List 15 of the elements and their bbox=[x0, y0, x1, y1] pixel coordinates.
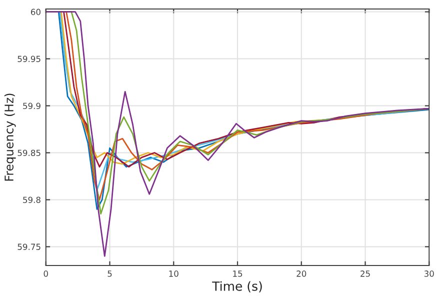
y-tick-label: 59.75 bbox=[18, 244, 40, 250]
y-tick-label: 60 bbox=[31, 8, 40, 16]
y-tick-label: 59.8 bbox=[23, 196, 40, 204]
x-tick-label: 25 bbox=[360, 270, 370, 277]
x-tick-label: 30 bbox=[424, 270, 434, 277]
y-tick-label: 59.85 bbox=[18, 150, 40, 156]
x-tick-label: 5 bbox=[108, 270, 112, 277]
x-tick-label: 15 bbox=[233, 270, 242, 277]
x-axis-title: Time (s) bbox=[212, 281, 262, 292]
y-axis-title: Frequency (Hz) bbox=[4, 94, 16, 181]
y-tick-label: 59.9 bbox=[23, 102, 40, 110]
x-tick-label: 20 bbox=[296, 270, 306, 277]
x-tick-label: 0 bbox=[44, 270, 48, 277]
y-tick-label: 59.95 bbox=[18, 56, 40, 62]
x-tick-label: 10 bbox=[169, 270, 178, 277]
